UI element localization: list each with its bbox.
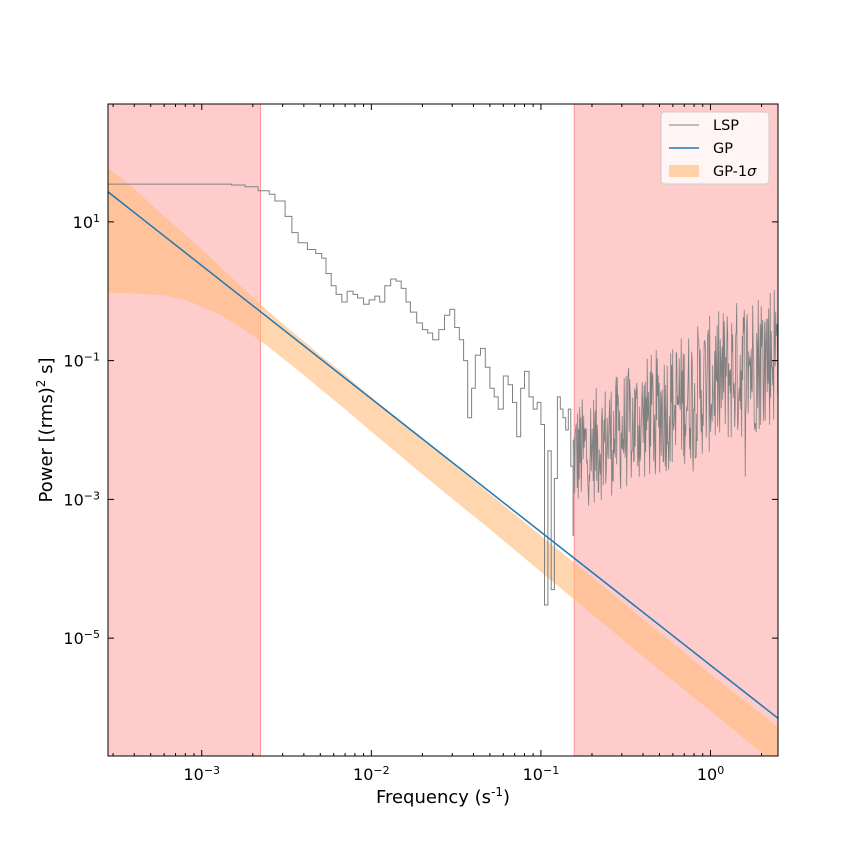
legend-label-2: GP-1σ <box>713 164 757 180</box>
legend-label-1: GP <box>713 141 733 157</box>
y-tick-label: 10−1 <box>63 350 100 371</box>
x-tick-label: 10−2 <box>353 764 390 785</box>
y-tick-label: 10−3 <box>63 489 100 510</box>
x-axis-label: Frequency (s-1​) <box>376 785 510 808</box>
gp-sigma-band-layer <box>108 167 778 756</box>
legend-label-0: LSP <box>713 118 739 134</box>
gp-layer <box>108 191 778 719</box>
y-axis-label: Power [(rms)2​ s] <box>34 358 57 503</box>
legend: LSP GP GP-1σ <box>660 111 770 185</box>
x-tick-label: 10−3 <box>183 764 220 785</box>
legend-swatch-2 <box>669 165 699 177</box>
lsp-noise-line <box>572 289 778 536</box>
lsp-layer <box>108 183 778 606</box>
gp-sigma-band <box>108 167 778 756</box>
lsp-line <box>108 183 574 606</box>
gp-line <box>108 191 778 719</box>
y-tick-label: 101 <box>73 211 100 232</box>
x-tick-label: 100 <box>697 764 724 785</box>
x-tick-label: 10−1 <box>523 764 560 785</box>
y-tick-label: 10−5 <box>63 628 100 649</box>
plot-frame <box>107 103 779 757</box>
axis-ticks: 10−3 10−2 10−1 100 10−5 10−3 10−1 101 <box>63 104 778 784</box>
